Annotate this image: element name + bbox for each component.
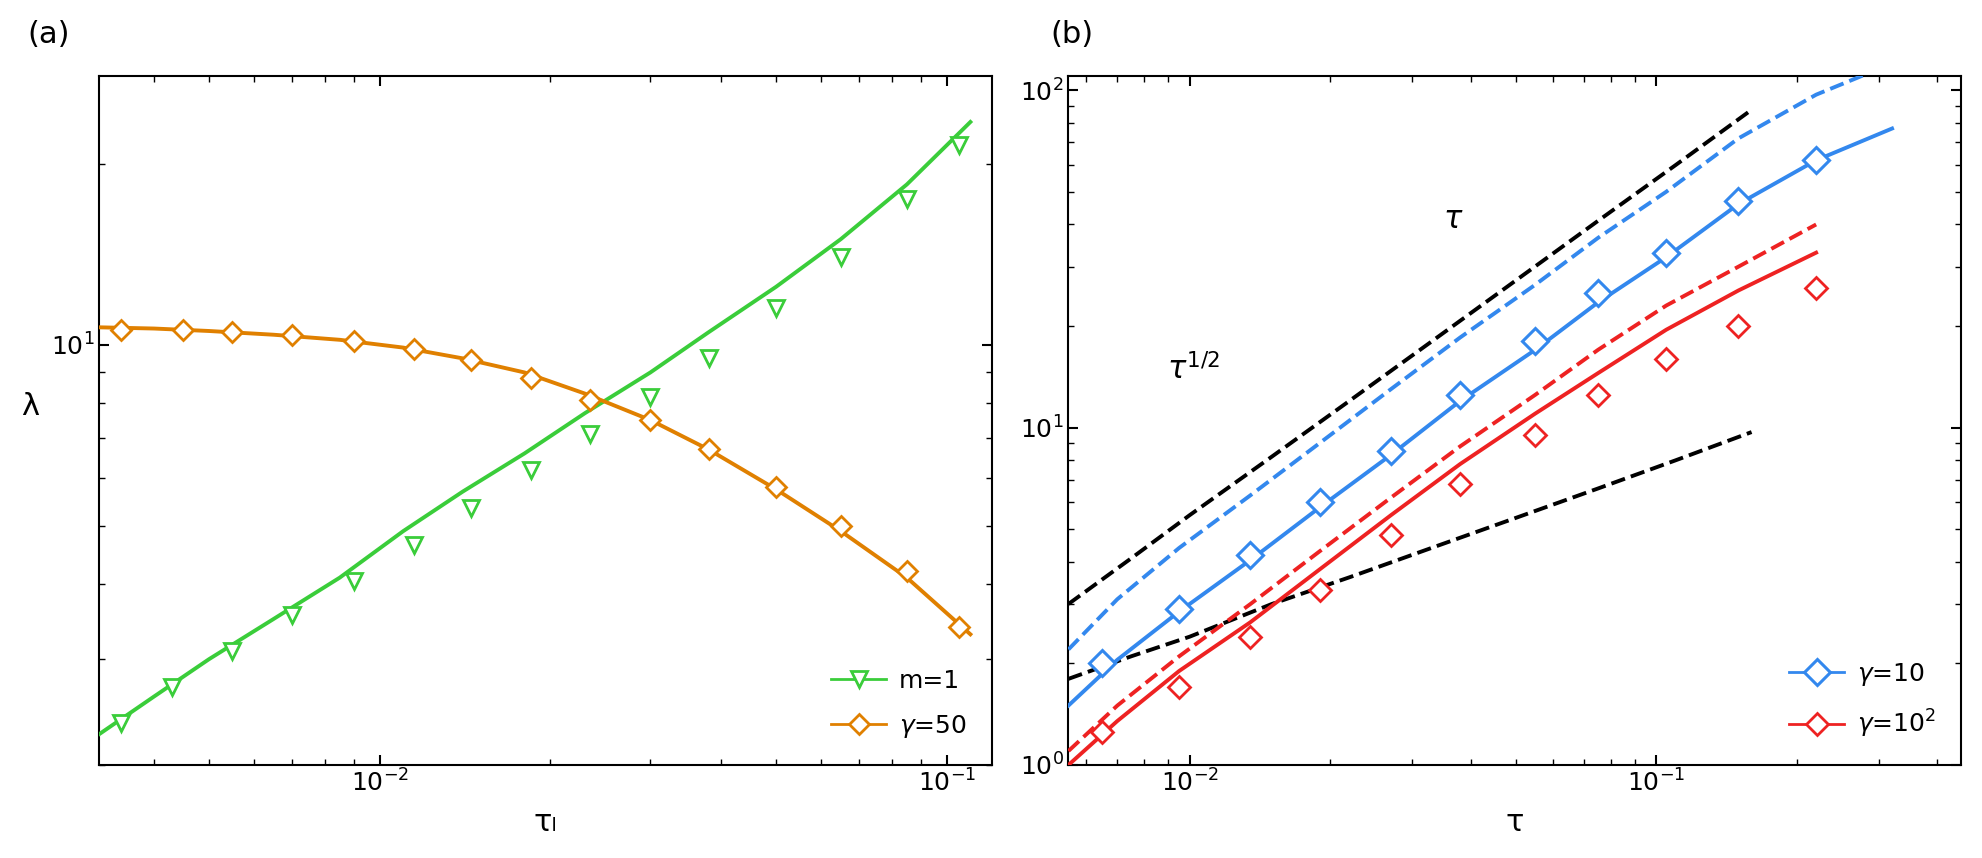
Text: (b): (b) (1050, 20, 1094, 49)
X-axis label: τₗ: τₗ (533, 808, 557, 837)
Text: $\tau^{1/2}$: $\tau^{1/2}$ (1167, 353, 1221, 385)
Y-axis label: λ: λ (22, 391, 40, 420)
Text: $\tau$: $\tau$ (1443, 205, 1465, 233)
Legend: $\gamma$=10, $\gamma$=10$^2$: $\gamma$=10, $\gamma$=10$^2$ (1778, 649, 1948, 752)
Legend: m=1, $\gamma$=50: m=1, $\gamma$=50 (819, 656, 979, 752)
X-axis label: τ: τ (1506, 808, 1524, 837)
Text: (a): (a) (28, 20, 69, 49)
